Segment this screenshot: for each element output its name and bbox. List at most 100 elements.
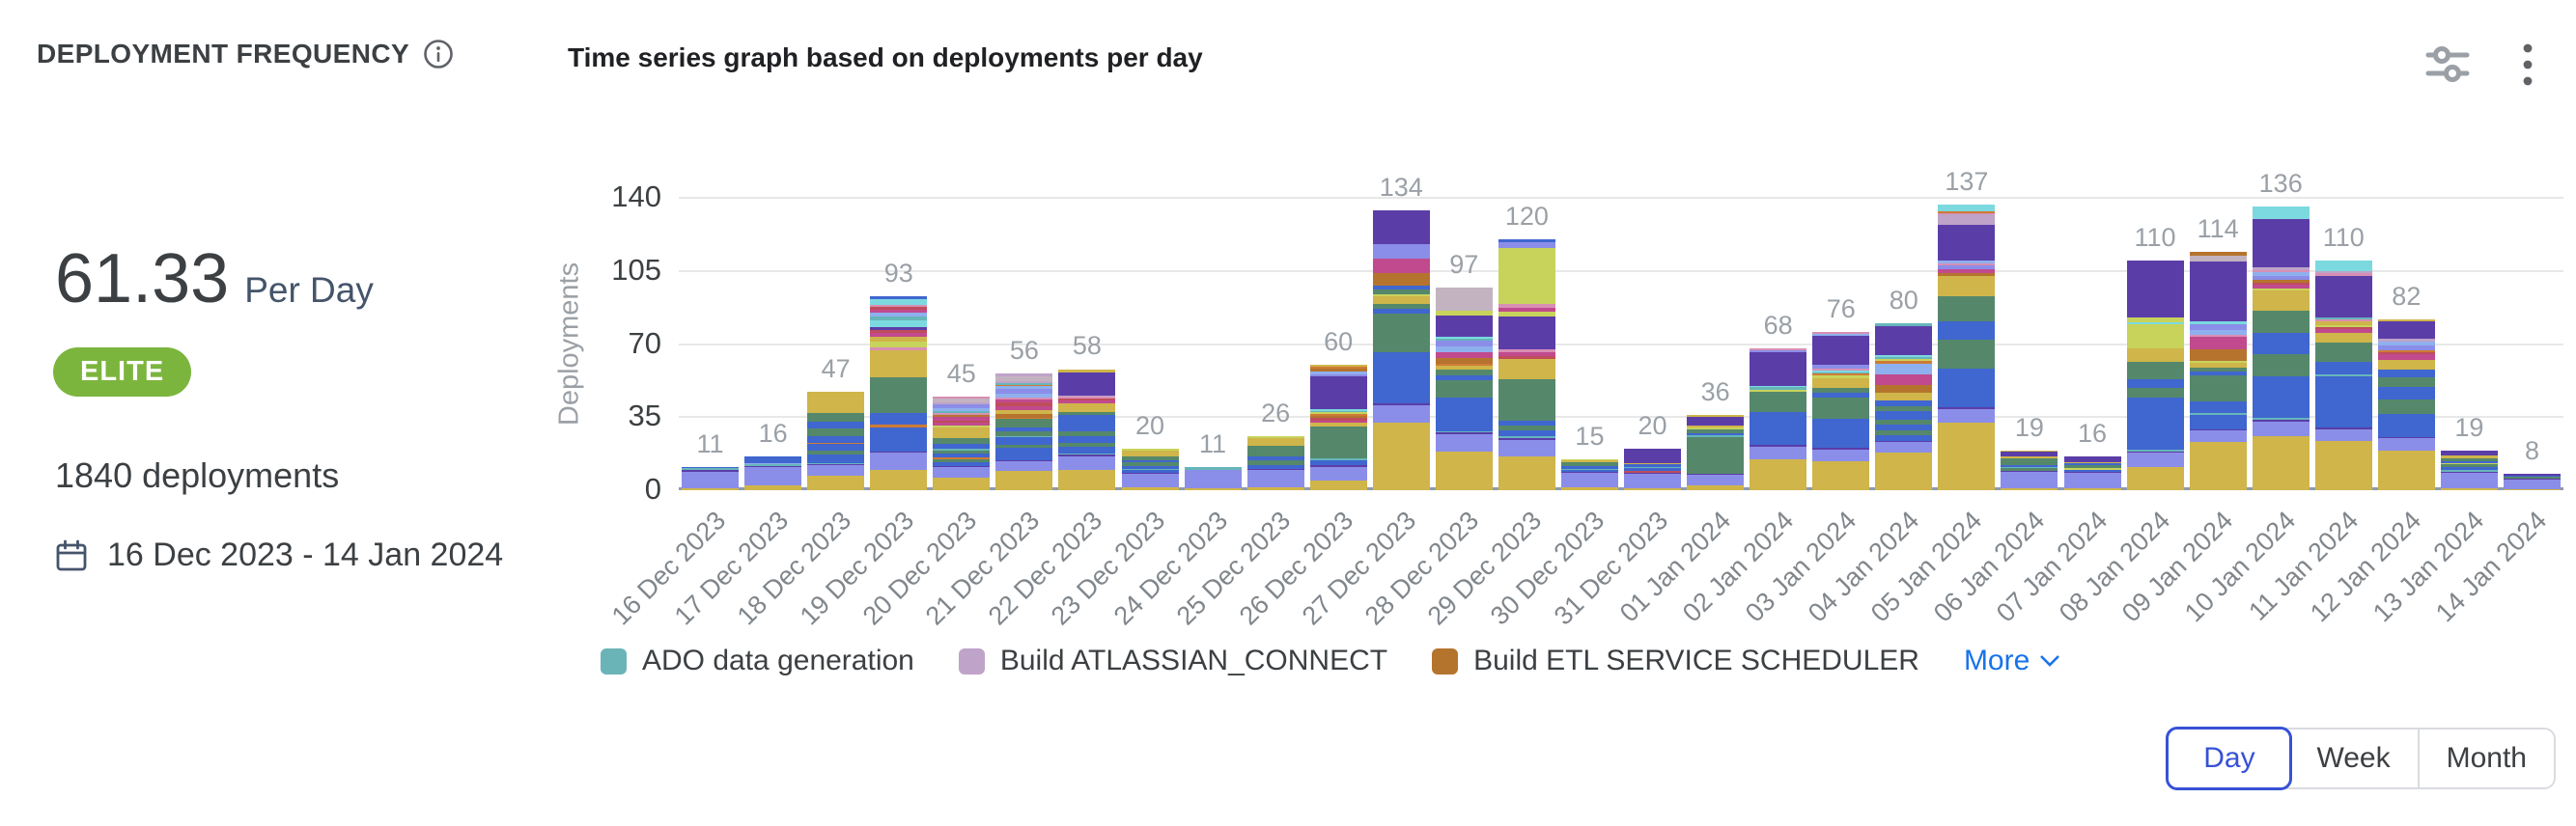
bar-segment bbox=[995, 398, 1053, 400]
bar-segment bbox=[1498, 429, 1555, 436]
stacked-bar-03-jan-2024[interactable] bbox=[1812, 331, 1870, 490]
stacked-bar-12-jan-2024[interactable] bbox=[2377, 318, 2435, 490]
bar-segment bbox=[1246, 435, 1304, 438]
legend-more-link[interactable]: More bbox=[1964, 645, 2060, 677]
stacked-bar-19-dec-2023[interactable] bbox=[870, 295, 928, 490]
stacked-bar-18-dec-2023[interactable] bbox=[807, 392, 865, 490]
stacked-bar-14-jan-2024[interactable] bbox=[2503, 473, 2561, 490]
bar-segment bbox=[1372, 285, 1430, 289]
granularity-month-button[interactable]: Month bbox=[2419, 730, 2554, 787]
kebab-menu-icon[interactable] bbox=[2522, 42, 2534, 87]
stacked-bar-24-dec-2023[interactable] bbox=[1184, 467, 1242, 490]
bar-segment bbox=[2126, 398, 2184, 450]
filter-sliders-icon[interactable] bbox=[2425, 44, 2470, 85]
bar-segment bbox=[2063, 469, 2121, 473]
stacked-bar-28-dec-2023[interactable] bbox=[1435, 288, 1493, 490]
stacked-bar-09-jan-2024[interactable] bbox=[2189, 252, 2247, 490]
legend-swatch bbox=[1432, 647, 1459, 675]
bar-segment bbox=[1435, 452, 1493, 490]
gridline-y70 bbox=[679, 343, 2563, 345]
info-icon[interactable] bbox=[423, 39, 454, 69]
bar-segment bbox=[2063, 473, 2121, 488]
stacked-bar-17-dec-2023[interactable] bbox=[744, 456, 802, 490]
bar-segment bbox=[2126, 388, 2184, 399]
stacked-bar-06-jan-2024[interactable] bbox=[2001, 450, 2058, 490]
bar-segment bbox=[1309, 418, 1367, 421]
stacked-bar-04-jan-2024[interactable] bbox=[1875, 323, 1933, 490]
bar-segment bbox=[2503, 488, 2561, 490]
bar-segment bbox=[1184, 467, 1242, 470]
bar-value-label: 20 bbox=[1134, 410, 1164, 440]
bar-segment bbox=[2252, 206, 2310, 219]
chevron-down-icon bbox=[2040, 655, 2060, 667]
bar-segment bbox=[995, 419, 1053, 427]
bar-segment bbox=[1058, 372, 1116, 396]
bar-segment bbox=[995, 447, 1053, 460]
bar-segment bbox=[1938, 264, 1996, 270]
bar-segment bbox=[1750, 385, 1807, 388]
bar-segment bbox=[1938, 204, 1996, 211]
bar-segment bbox=[1309, 465, 1367, 467]
granularity-week-button[interactable]: Week bbox=[2289, 730, 2420, 787]
bar-segment bbox=[2503, 477, 2561, 479]
stacked-bar-10-jan-2024[interactable] bbox=[2252, 206, 2310, 490]
bar-segment bbox=[1121, 462, 1179, 466]
bar-segment bbox=[2503, 473, 2561, 477]
bar-segment bbox=[1246, 465, 1304, 470]
bar-segment bbox=[1435, 358, 1493, 364]
stacked-bar-23-dec-2023[interactable] bbox=[1121, 448, 1179, 490]
stacked-bar-16-dec-2023[interactable] bbox=[682, 467, 740, 490]
stacked-bar-13-jan-2024[interactable] bbox=[2440, 450, 2498, 490]
bar-segment bbox=[1498, 438, 1555, 441]
stacked-bar-21-dec-2023[interactable] bbox=[995, 373, 1053, 490]
bar-segment bbox=[1938, 214, 1996, 225]
bar-segment bbox=[682, 470, 740, 472]
stacked-bar-07-jan-2024[interactable] bbox=[2063, 456, 2121, 490]
bar-segment bbox=[1058, 395, 1116, 398]
stacked-bar-25-dec-2023[interactable] bbox=[1246, 435, 1304, 490]
stacked-bar-05-jan-2024[interactable] bbox=[1938, 204, 1996, 490]
bar-value-label: 76 bbox=[1826, 293, 1856, 323]
bar-segment bbox=[2189, 262, 2247, 322]
bar-segment bbox=[1875, 325, 1933, 356]
bar-segment bbox=[2314, 362, 2372, 375]
stacked-bar-30-dec-2023[interactable] bbox=[1560, 458, 1618, 490]
granularity-day-button[interactable]: Day bbox=[2166, 727, 2293, 790]
stacked-bar-08-jan-2024[interactable] bbox=[2126, 261, 2184, 490]
bar-segment bbox=[1560, 461, 1618, 467]
stacked-bar-02-jan-2024[interactable] bbox=[1750, 347, 1807, 490]
stacked-bar-20-dec-2023[interactable] bbox=[933, 396, 991, 490]
bar-segment bbox=[933, 450, 991, 454]
stacked-bar-11-jan-2024[interactable] bbox=[2314, 261, 2372, 490]
bar-value-label: 26 bbox=[1261, 398, 1291, 427]
stacked-bar-29-dec-2023[interactable] bbox=[1498, 239, 1555, 490]
stacked-bar-26-dec-2023[interactable] bbox=[1309, 365, 1367, 490]
bar-segment bbox=[870, 329, 928, 334]
bar-segment bbox=[1309, 414, 1367, 416]
gridline-y0 bbox=[679, 487, 2563, 490]
bar-segment bbox=[933, 466, 991, 468]
stacked-bar-01-jan-2024[interactable] bbox=[1687, 415, 1745, 490]
bar-segment bbox=[1750, 389, 1807, 392]
bar-segment bbox=[2189, 323, 2247, 330]
bar-segment bbox=[933, 457, 991, 459]
bar-segment bbox=[744, 464, 802, 467]
bar-segment bbox=[1750, 446, 1807, 460]
bar-segment bbox=[2377, 387, 2435, 399]
bar-value-label: 11 bbox=[696, 429, 724, 459]
bar-segment bbox=[2252, 276, 2310, 280]
bar-segment bbox=[2189, 400, 2247, 414]
stacked-bar-31-dec-2023[interactable] bbox=[1624, 448, 1682, 490]
bar-segment bbox=[870, 326, 928, 330]
bar-segment bbox=[2126, 452, 2184, 467]
bar-segment bbox=[2252, 269, 2310, 273]
bar-segment bbox=[2314, 374, 2372, 377]
stacked-bar-22-dec-2023[interactable] bbox=[1058, 369, 1116, 490]
stacked-bar-27-dec-2023[interactable] bbox=[1372, 210, 1430, 490]
bar-segment bbox=[2063, 468, 2121, 470]
bar-segment bbox=[2503, 476, 2561, 478]
bar-segment bbox=[995, 376, 1053, 381]
bar-segment bbox=[933, 413, 991, 416]
bar-segment bbox=[1309, 369, 1367, 372]
bar-segment bbox=[2126, 449, 2184, 452]
